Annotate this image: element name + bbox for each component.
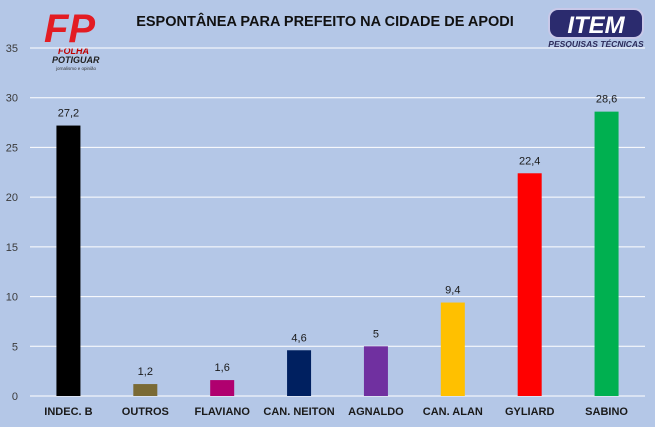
y-tick-label: 0 (12, 391, 18, 403)
bar (287, 350, 312, 396)
data-labels: 27,2 1,2 1,6 4,6 5 9,4 22,4 28,6 (58, 94, 618, 378)
folha-potiguar-logo: FP FOLHA POTIGUAR jornalismo e opinião (44, 7, 100, 71)
chart-title: ESPONTÂNEA PARA PREFEITO NA CIDADE DE AP… (136, 12, 514, 30)
category-label: FLAVIANO (194, 406, 250, 418)
data-label: 4,6 (291, 332, 306, 344)
category-label: INDEC. B (44, 406, 92, 418)
logo-right-mark: ITEM (567, 12, 625, 39)
bar (594, 111, 619, 397)
data-label: 28,6 (596, 94, 617, 106)
grid-lines (30, 47, 645, 397)
category-label: OUTROS (122, 406, 169, 418)
y-tick-label: 30 (6, 93, 18, 105)
data-label: 1,6 (215, 362, 230, 374)
y-tick-label: 15 (6, 242, 18, 254)
y-tick-label: 20 (6, 192, 18, 204)
logo-left-name-line2: POTIGUAR (52, 55, 100, 65)
logo-left-tagline: jornalismo e opinião (55, 66, 97, 71)
logo-left-name-line1: FOLHA (58, 46, 89, 56)
category-label: GYLIARD (505, 406, 555, 418)
bars (56, 111, 619, 397)
data-label: 9,4 (445, 285, 460, 297)
x-axis-categories: INDEC. B OUTROS FLAVIANO CAN. NEITON AGNALDO… (44, 406, 628, 418)
data-label: 27,2 (58, 108, 79, 120)
y-tick-label: 5 (12, 341, 18, 353)
category-label: CAN. ALAN (423, 406, 483, 418)
category-label: CAN. NEITON (263, 406, 334, 418)
bar (517, 173, 542, 396)
bar (210, 380, 235, 396)
logo-right-subtitle: PESQUISAS TÉCNICAS (548, 39, 644, 49)
y-tick-label: 25 (6, 142, 18, 154)
data-label: 22,4 (519, 155, 540, 167)
category-label: SABINO (585, 406, 628, 418)
y-tick-label: 35 (6, 43, 18, 55)
y-tick-label: 10 (6, 292, 18, 304)
item-pesquisas-logo: ITEM PESQUISAS TÉCNICAS (548, 8, 644, 49)
data-label: 5 (373, 328, 379, 340)
bar (363, 346, 388, 396)
bar (440, 302, 465, 396)
category-label: AGNALDO (348, 406, 404, 418)
bar (56, 125, 81, 396)
data-label: 1,2 (138, 366, 153, 378)
logo-left-mark: FP (44, 7, 95, 51)
bar (133, 384, 158, 396)
logo-right-badge (548, 8, 644, 39)
y-axis-ticks: 0 5 10 15 20 25 30 35 (6, 43, 18, 403)
